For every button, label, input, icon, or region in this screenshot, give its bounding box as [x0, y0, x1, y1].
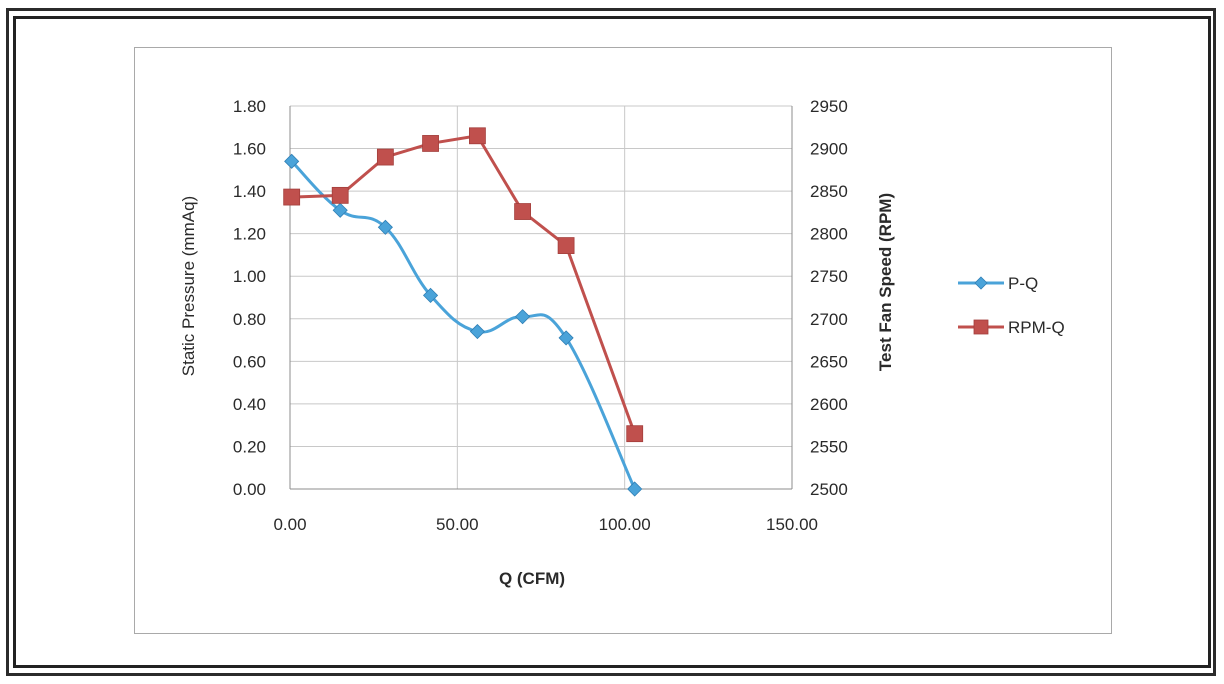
- data-point-rpm-q: [422, 135, 439, 152]
- y2-tick-label: 2500: [810, 480, 848, 499]
- y2-tick-label: 2550: [810, 437, 848, 456]
- data-point-p-q: [627, 481, 643, 497]
- x-tick-label: 50.00: [436, 515, 479, 534]
- data-point-rpm-q: [557, 237, 575, 254]
- x-tick-label: 150.00: [766, 515, 818, 534]
- data-point-p-q: [515, 309, 531, 325]
- axes: [289, 106, 793, 490]
- data-point-p-q: [332, 202, 348, 218]
- legend-label-p-q: P-Q: [1008, 274, 1038, 293]
- y2-tick-label: 2950: [810, 97, 848, 116]
- data-point-rpm-q: [331, 186, 349, 204]
- y2-tick-label: 2600: [810, 395, 848, 414]
- data-point-rpm-q: [514, 203, 531, 220]
- series-line-p-q: [290, 160, 637, 490]
- series-layer: [283, 127, 644, 497]
- y2-tick-label: 2800: [810, 225, 848, 244]
- grid-lines: [290, 105, 793, 489]
- y2-tick-label: 2850: [810, 182, 848, 201]
- inner-frame: [13, 16, 1211, 668]
- data-point-rpm-q: [469, 127, 486, 145]
- y2-tick-label: 2900: [810, 140, 848, 159]
- tick-labels: 0.00 0.20 0.40 0.60 0.80 1.00 1.20 1.40 1.60 1.80…: [233, 97, 848, 534]
- y-tick-label: 1.80: [233, 97, 266, 116]
- legend-marker-p-q: [974, 276, 988, 290]
- y-tick-label: 1.60: [233, 140, 266, 159]
- data-point-p-q: [469, 323, 485, 340]
- y-axis-title: Static Pressure (mmAq): [179, 196, 198, 376]
- outer-frame: [6, 8, 1216, 676]
- y2-tick-label: 2650: [810, 352, 848, 371]
- x-axis-title: Q (CFM): [499, 569, 565, 588]
- x-tick-label: 100.00: [599, 515, 651, 534]
- y-tick-label: 0.60: [233, 352, 266, 371]
- y2-tick-label: 2750: [810, 267, 848, 286]
- x-tick-label: 0.00: [273, 515, 306, 534]
- chart-panel: [134, 47, 1112, 634]
- y-tick-label: 0.00: [233, 480, 266, 499]
- y-tick-label: 0.40: [233, 395, 266, 414]
- data-point-rpm-q: [376, 148, 394, 166]
- data-point-p-q: [377, 219, 393, 235]
- y-tick-label: 0.20: [233, 437, 266, 456]
- data-point-p-q: [422, 287, 439, 303]
- y2-axis-title: Test Fan Speed (RPM): [876, 193, 895, 371]
- y-tick-label: 1.40: [233, 182, 266, 201]
- data-point-p-q: [284, 153, 300, 169]
- legend: P-Q RPM-Q: [958, 274, 1065, 337]
- series-line-rpm-q: [291, 134, 637, 435]
- y-tick-label: 0.80: [233, 310, 266, 329]
- y2-tick-label: 2700: [810, 310, 848, 329]
- legend-label-rpm-q: RPM-Q: [1008, 318, 1065, 337]
- data-point-rpm-q: [283, 188, 301, 206]
- legend-marker-rpm-q: [973, 319, 989, 335]
- y-tick-label: 1.20: [233, 225, 266, 244]
- data-point-p-q: [558, 330, 574, 346]
- data-point-rpm-q: [626, 425, 644, 443]
- y-tick-label: 1.00: [233, 267, 266, 286]
